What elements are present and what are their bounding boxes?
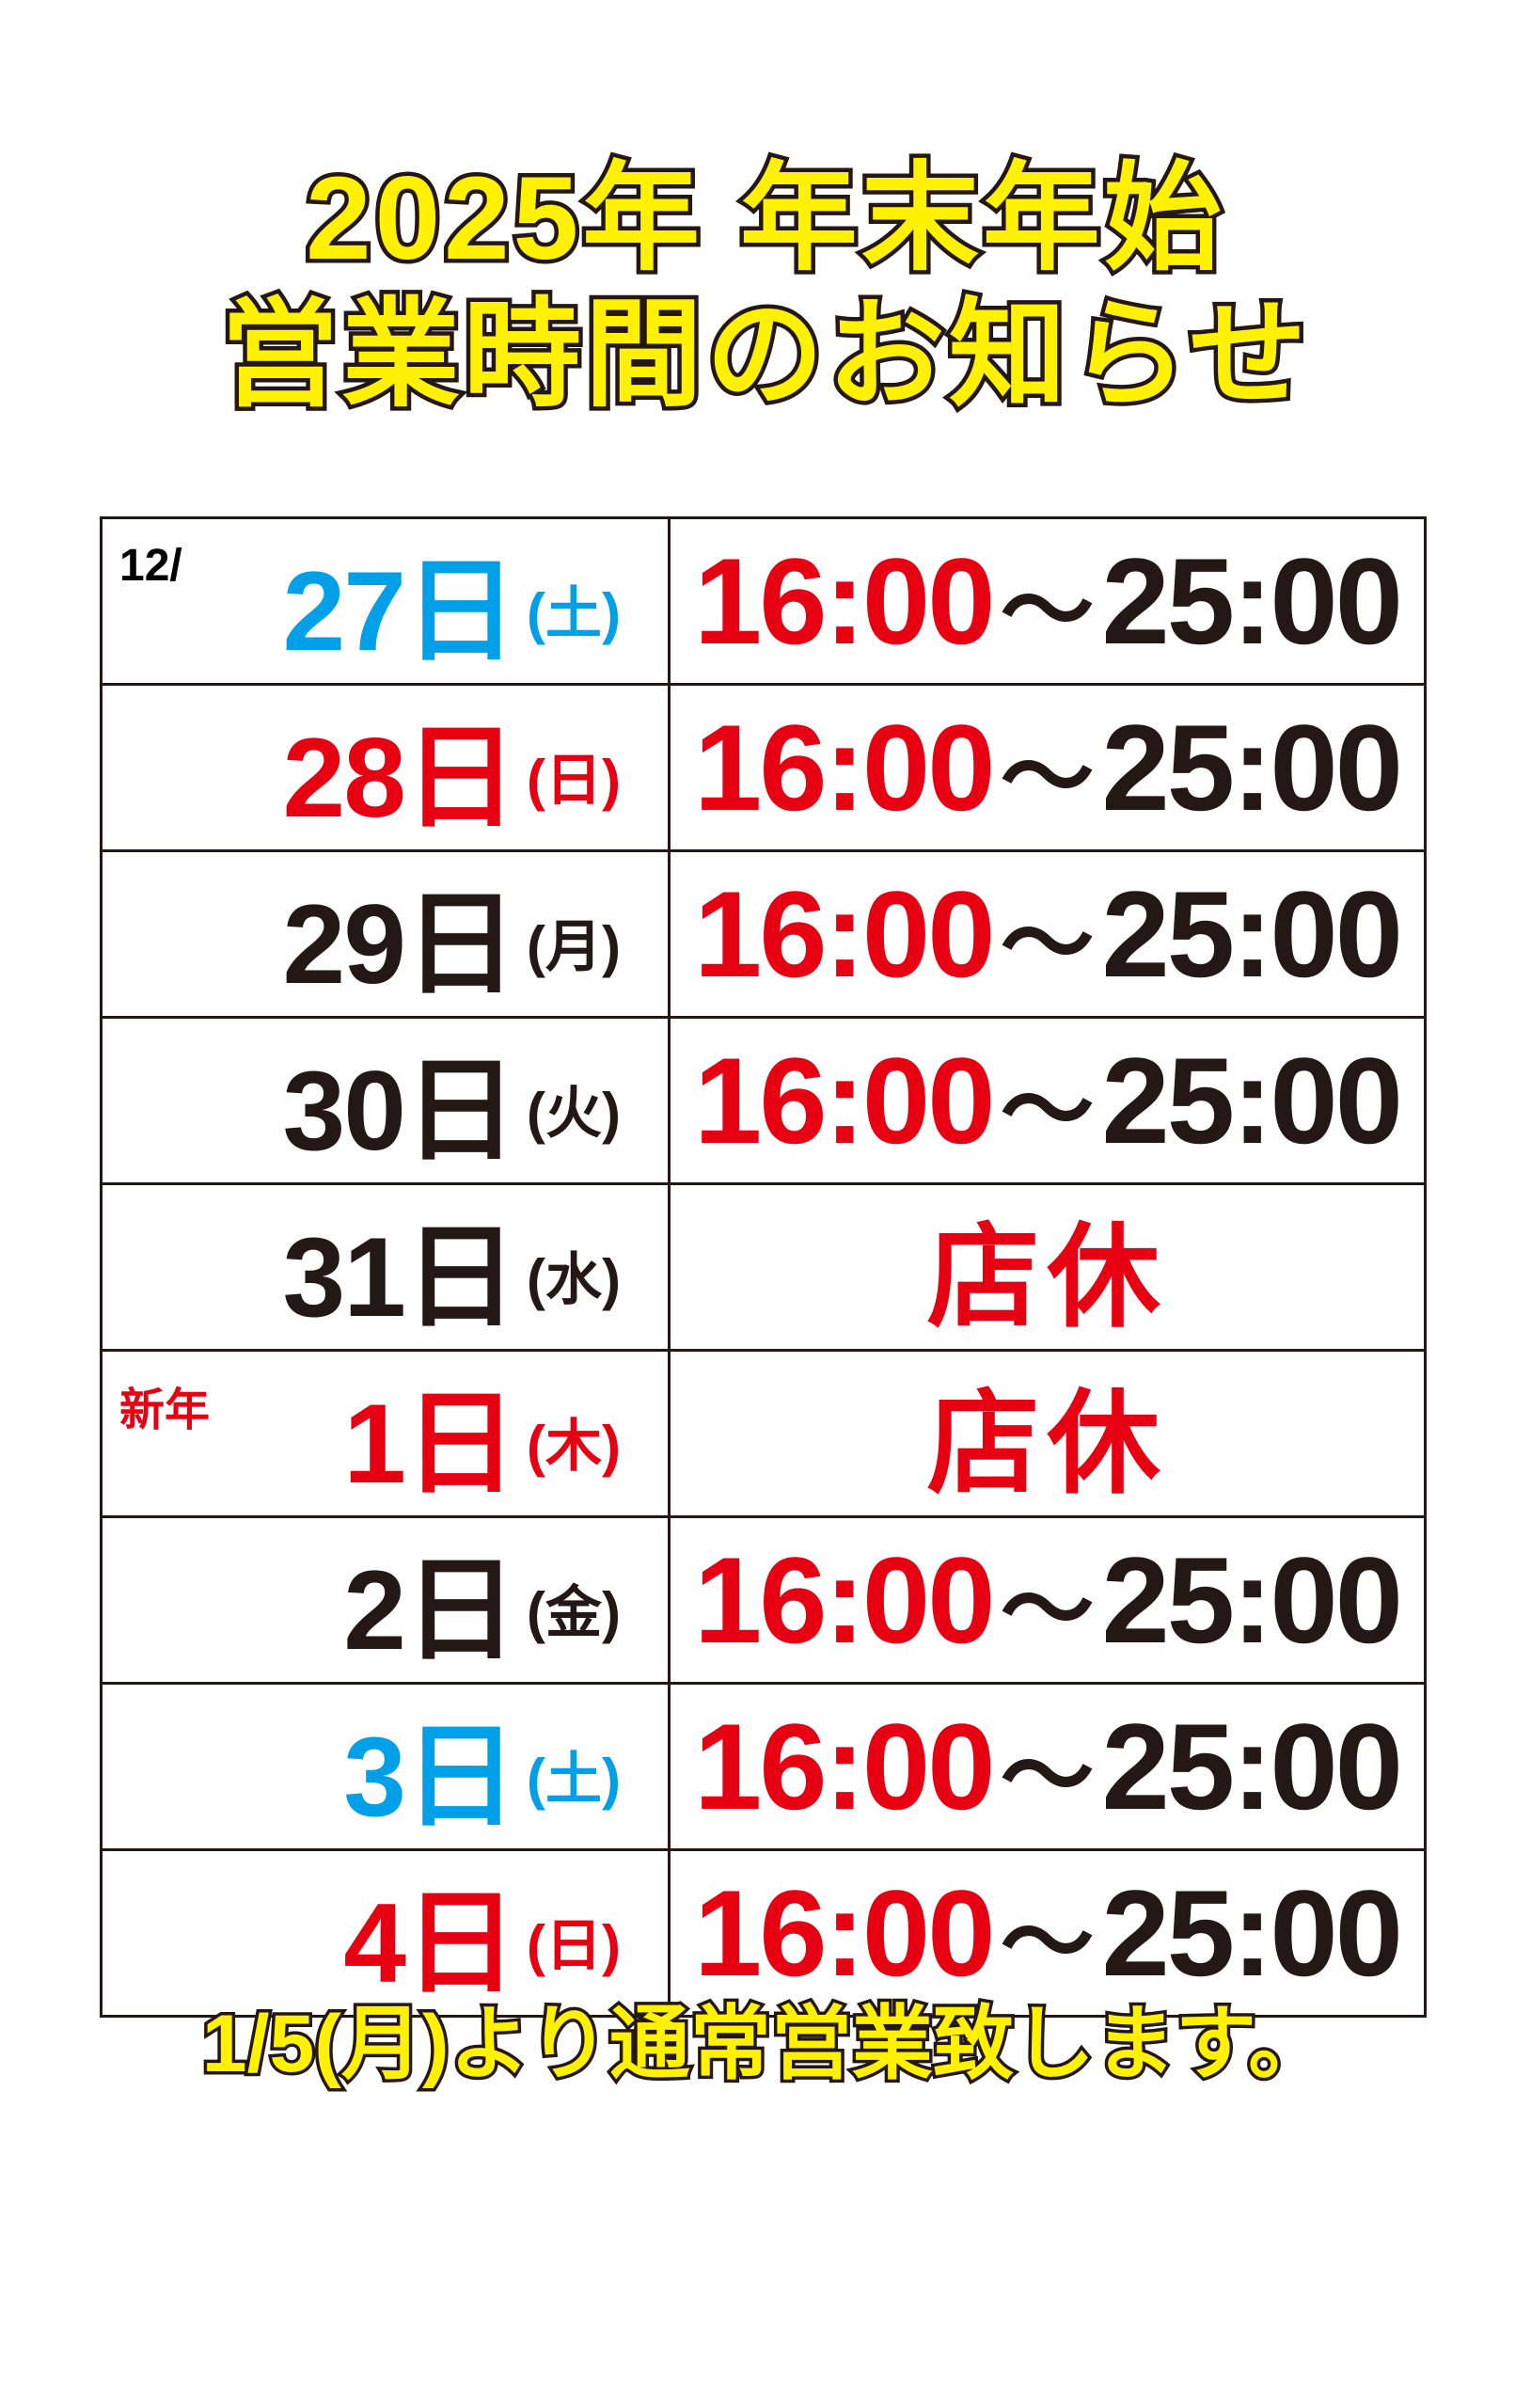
- date-cell: 3日 (土): [100, 1682, 671, 1851]
- weekday: (木): [527, 1415, 621, 1478]
- date-cell: 30日 (火): [100, 1016, 671, 1185]
- day-label: 日: [404, 1547, 518, 1673]
- schedule-row: 2日 (金) 16:00〜25:00: [100, 1515, 1427, 1685]
- weekday: (金): [527, 1581, 621, 1644]
- closed-label: 店休: [926, 1381, 1168, 1507]
- schedule-row: 4日 (日) 16:00〜25:00: [100, 1848, 1427, 2018]
- date-cell: 12/27日 (土): [100, 516, 671, 686]
- hours-cell: 16:00〜25:00: [668, 849, 1427, 1019]
- open-time: 16:00: [694, 532, 995, 670]
- date-number: 4: [343, 1880, 406, 2006]
- schedule-row: 12/27日 (土) 16:00〜25:00: [100, 516, 1427, 686]
- date-cell: 新年 1日 (木): [100, 1349, 671, 1518]
- schedule-row: 新年 1日 (木) 店休: [100, 1349, 1427, 1518]
- day-label: 日: [404, 881, 518, 1007]
- close-time: 25:00: [1101, 532, 1403, 670]
- date-cell: 4日 (日): [100, 1848, 671, 2018]
- day-label: 日: [404, 1048, 518, 1174]
- time-separator: 〜: [1000, 1891, 1095, 1996]
- weekday: (月): [527, 915, 621, 978]
- close-time: 25:00: [1101, 1864, 1403, 2002]
- date-number: 3: [343, 1714, 406, 1840]
- title-line-2: 営業時間のお知らせ: [216, 290, 1311, 420]
- weekday: (水): [527, 1248, 621, 1311]
- schedule-row: 31日 (水) 店休: [100, 1182, 1427, 1352]
- date-number: 29: [282, 881, 406, 1007]
- hours-cell: 16:00〜25:00: [668, 1682, 1427, 1851]
- close-time: 25:00: [1101, 865, 1403, 1003]
- date-cell: 29日 (月): [100, 849, 671, 1019]
- schedule-row: 3日 (土) 16:00〜25:00: [100, 1682, 1427, 1851]
- date-prefix: 新年: [119, 1386, 211, 1435]
- close-time: 25:00: [1101, 699, 1403, 836]
- hours-cell: 16:00〜25:00: [668, 1016, 1427, 1185]
- date-cell: 28日 (日): [100, 683, 671, 852]
- open-time: 16:00: [694, 699, 995, 836]
- open-time: 16:00: [694, 865, 995, 1003]
- schedule-table: 12/27日 (土) 16:00〜25:00 28日 (日) 16:00〜25:00 29日…: [100, 516, 1427, 2018]
- hours-cell: 16:00〜25:00: [668, 516, 1427, 686]
- date-number: 30: [282, 1048, 406, 1174]
- day-label: 日: [404, 715, 518, 841]
- time-separator: 〜: [1000, 892, 1095, 997]
- close-time: 25:00: [1101, 1032, 1403, 1169]
- close-time: 25:00: [1101, 1698, 1403, 1835]
- open-time: 16:00: [694, 1698, 995, 1835]
- hours-cell: 店休: [668, 1349, 1427, 1518]
- time-separator: 〜: [1000, 725, 1095, 831]
- day-label: 日: [404, 1214, 518, 1340]
- time-separator: 〜: [1000, 1058, 1095, 1164]
- date-number: 2: [343, 1547, 406, 1673]
- hours-cell: 店休: [668, 1182, 1427, 1352]
- weekday: (土): [527, 582, 621, 645]
- date-number: 31: [282, 1214, 406, 1340]
- date-prefix: 12/: [119, 541, 182, 591]
- title-line-1: 2025年 年末年始: [302, 153, 1226, 284]
- day-label: 日: [404, 1381, 518, 1507]
- day-label: 日: [404, 1714, 518, 1840]
- weekday: (火): [527, 1082, 621, 1145]
- date-number: 27: [282, 548, 406, 674]
- hours-cell: 16:00〜25:00: [668, 1515, 1427, 1685]
- weekday: (土): [527, 1748, 621, 1811]
- date-cell: 31日 (水): [100, 1182, 671, 1352]
- schedule-row: 30日 (火) 16:00〜25:00: [100, 1016, 1427, 1185]
- date-number: 1: [343, 1381, 406, 1507]
- time-separator: 〜: [1000, 559, 1095, 664]
- date-number: 28: [282, 715, 406, 841]
- open-time: 16:00: [694, 1864, 995, 2002]
- closed-label: 店休: [926, 1214, 1168, 1340]
- footer-notice: 1/5(月)より通常営業致します。: [198, 1999, 1333, 2089]
- time-separator: 〜: [1000, 1724, 1095, 1830]
- hours-cell: 16:00〜25:00: [668, 683, 1427, 852]
- time-separator: 〜: [1000, 1558, 1095, 1663]
- weekday: (日): [527, 749, 621, 812]
- close-time: 25:00: [1101, 1531, 1403, 1669]
- day-label: 日: [404, 548, 518, 674]
- open-time: 16:00: [694, 1032, 995, 1169]
- day-label: 日: [404, 1880, 518, 2006]
- date-cell: 2日 (金): [100, 1515, 671, 1685]
- open-time: 16:00: [694, 1531, 995, 1669]
- hours-cell: 16:00〜25:00: [668, 1848, 1427, 2018]
- schedule-row: 29日 (月) 16:00〜25:00: [100, 849, 1427, 1019]
- schedule-row: 28日 (日) 16:00〜25:00: [100, 683, 1427, 852]
- weekday: (日): [527, 1914, 621, 1977]
